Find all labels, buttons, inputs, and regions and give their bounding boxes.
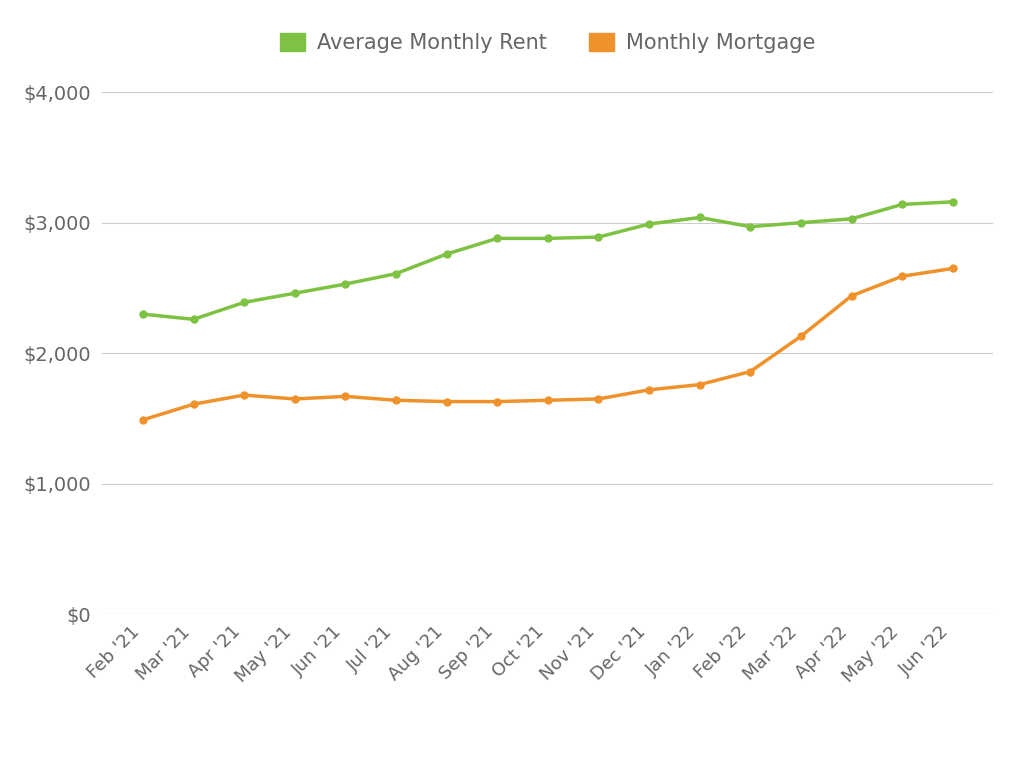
Monthly Mortgage bbox=[592, 395, 604, 404]
Monthly Mortgage bbox=[440, 397, 453, 406]
Monthly Mortgage bbox=[643, 386, 655, 395]
Monthly Mortgage bbox=[137, 415, 150, 425]
Legend: Average Monthly Rent, Monthly Mortgage: Average Monthly Rent, Monthly Mortgage bbox=[271, 25, 824, 61]
Average Monthly Rent bbox=[643, 220, 655, 229]
Average Monthly Rent bbox=[440, 250, 453, 259]
Average Monthly Rent bbox=[896, 200, 908, 209]
Monthly Mortgage bbox=[795, 332, 807, 341]
Monthly Mortgage bbox=[693, 380, 706, 389]
Average Monthly Rent bbox=[339, 280, 351, 289]
Monthly Mortgage bbox=[289, 395, 301, 404]
Monthly Mortgage bbox=[744, 367, 757, 376]
Average Monthly Rent bbox=[238, 298, 250, 307]
Average Monthly Rent bbox=[795, 218, 807, 227]
Monthly Mortgage bbox=[339, 392, 351, 401]
Average Monthly Rent bbox=[592, 233, 604, 242]
Line: Average Monthly Rent: Average Monthly Rent bbox=[139, 198, 956, 323]
Average Monthly Rent bbox=[187, 315, 200, 324]
Monthly Mortgage bbox=[896, 272, 908, 281]
Average Monthly Rent bbox=[693, 213, 706, 222]
Monthly Mortgage bbox=[492, 397, 504, 406]
Average Monthly Rent bbox=[846, 214, 858, 223]
Monthly Mortgage bbox=[846, 291, 858, 300]
Average Monthly Rent bbox=[289, 289, 301, 298]
Monthly Mortgage bbox=[542, 396, 554, 405]
Monthly Mortgage bbox=[187, 399, 200, 409]
Average Monthly Rent bbox=[542, 233, 554, 243]
Average Monthly Rent bbox=[946, 197, 958, 207]
Average Monthly Rent bbox=[137, 310, 150, 319]
Monthly Mortgage bbox=[946, 263, 958, 273]
Monthly Mortgage bbox=[238, 390, 250, 399]
Line: Monthly Mortgage: Monthly Mortgage bbox=[139, 265, 956, 423]
Average Monthly Rent bbox=[492, 233, 504, 243]
Average Monthly Rent bbox=[744, 222, 757, 231]
Monthly Mortgage bbox=[390, 396, 402, 405]
Average Monthly Rent bbox=[390, 269, 402, 278]
